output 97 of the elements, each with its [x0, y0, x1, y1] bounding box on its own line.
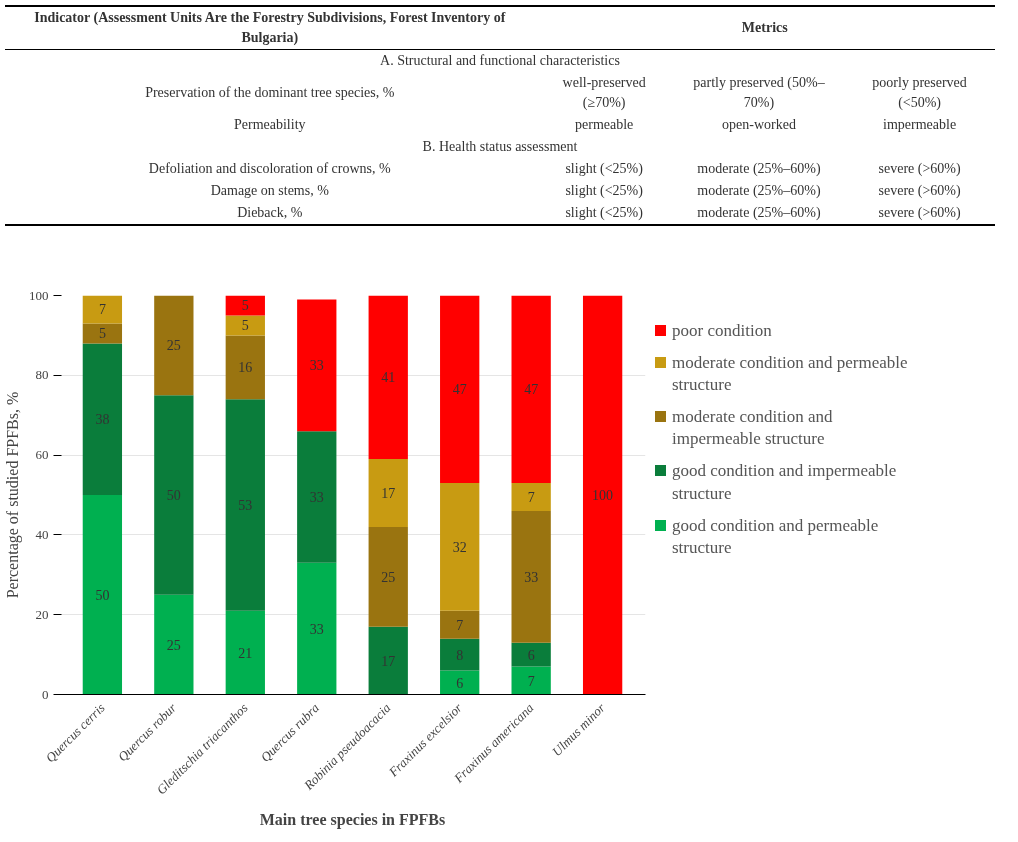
data-label: 33 [309, 621, 324, 637]
data-label: 6 [456, 675, 464, 691]
y-tick-label: 0 [42, 686, 49, 702]
data-label: 5 [98, 326, 106, 342]
data-label: 38 [95, 412, 110, 428]
x-axis-title: Main tree species in FPFBs [259, 810, 446, 829]
text: Metrics [740, 19, 789, 37]
y-tick-label: 20 [35, 606, 49, 622]
text: partly preserved (50%–70%) [692, 74, 826, 112]
bar [225, 315, 265, 336]
text: Dieback, % [236, 204, 304, 222]
data-label: 33 [309, 358, 324, 374]
text: severe (>60%) [877, 204, 962, 222]
data-label: 33 [309, 489, 324, 505]
legend-label: moderate condition and impermeable structure [672, 406, 834, 451]
bar [82, 343, 123, 495]
y-tick-label: 40 [35, 526, 49, 542]
bar [225, 399, 265, 611]
legend-label: good condition and impermeable structure [672, 460, 898, 505]
bar [440, 638, 480, 671]
bar [297, 562, 337, 695]
text: impermeable [882, 116, 958, 134]
text: Permeability [233, 116, 307, 134]
data-label: 32 [452, 539, 467, 555]
y-tick-label: 100 [29, 287, 49, 303]
data-label: 5 [241, 318, 249, 334]
data-label: 16 [238, 360, 253, 376]
data-label: 33 [524, 569, 539, 585]
data-label: 17 [381, 653, 396, 669]
bar [511, 483, 551, 511]
y-tick-label: 80 [35, 367, 49, 383]
bar [297, 299, 337, 432]
data-label: 6 [527, 647, 535, 663]
bar [582, 295, 623, 695]
bar [511, 510, 551, 643]
bar [82, 495, 123, 695]
bar [368, 459, 408, 527]
text: Preservation of the dominant tree species, % [144, 84, 396, 102]
text: open-worked [721, 116, 797, 134]
data-label: 100 [592, 488, 614, 503]
legend-label: good condition and permeable structure [672, 514, 880, 559]
bar [440, 670, 480, 695]
data-label: 7 [456, 617, 464, 633]
bar [440, 295, 480, 484]
y-axis-title: Percentage of studied FPFBs, % [4, 391, 22, 599]
bar [368, 526, 408, 627]
legend-label: moderate condition and permeable structure [672, 352, 909, 397]
data-label: 25 [166, 338, 181, 354]
y-tick-label: 60 [35, 447, 49, 463]
bar [82, 295, 123, 324]
data-label: 25 [381, 569, 396, 585]
data-label: 47 [524, 382, 539, 398]
text: severe (>60%) [877, 182, 962, 200]
text: well-preserved (≥70%) [561, 74, 647, 112]
data-label: 17 [381, 486, 396, 502]
text: moderate (25%–60%) [696, 182, 822, 200]
text: slight (<25%) [564, 160, 644, 178]
bar [511, 642, 551, 667]
data-label: 41 [381, 370, 396, 386]
text: A. Structural and functional characteristics [379, 52, 621, 70]
text: permeable [574, 116, 635, 134]
data-label: 8 [456, 647, 464, 663]
bar [225, 610, 265, 695]
text: poorly preserved (<50%) [871, 74, 968, 112]
bar [440, 610, 480, 639]
data-label: 7 [98, 302, 106, 318]
data-label: 53 [238, 497, 253, 513]
text: slight (<25%) [564, 182, 644, 200]
data-label: 50 [95, 587, 110, 603]
bar [511, 666, 551, 695]
bar [154, 395, 194, 595]
data-label: 47 [452, 382, 467, 398]
data-label: 25 [166, 637, 181, 653]
bar [368, 295, 408, 460]
text: moderate (25%–60%) [696, 160, 822, 178]
bar [225, 335, 265, 400]
bar [82, 323, 123, 344]
text: Indicator (Assessment Units Are the Forestry Subdivisions, Forest Inventory of Bulgaria) [33, 9, 507, 47]
data-label: 21 [238, 645, 253, 661]
data-label: 7 [527, 489, 535, 505]
text: B. Health status assessment [421, 138, 579, 156]
bar [225, 295, 265, 316]
bar [440, 483, 480, 611]
bar [154, 295, 194, 396]
bar [511, 295, 551, 484]
text: severe (>60%) [877, 160, 962, 178]
text: Defoliation and discoloration of crowns, % [147, 160, 392, 178]
data-label: 50 [166, 488, 181, 503]
text: Damage on stems, % [209, 182, 330, 200]
data-label: 5 [241, 298, 249, 314]
bar [368, 626, 408, 695]
text: moderate (25%–60%) [696, 204, 822, 222]
bar [154, 594, 194, 695]
data-label: 7 [527, 673, 535, 689]
text: slight (<25%) [564, 204, 644, 222]
legend-label: poor condition [672, 320, 772, 342]
bar [297, 431, 337, 563]
